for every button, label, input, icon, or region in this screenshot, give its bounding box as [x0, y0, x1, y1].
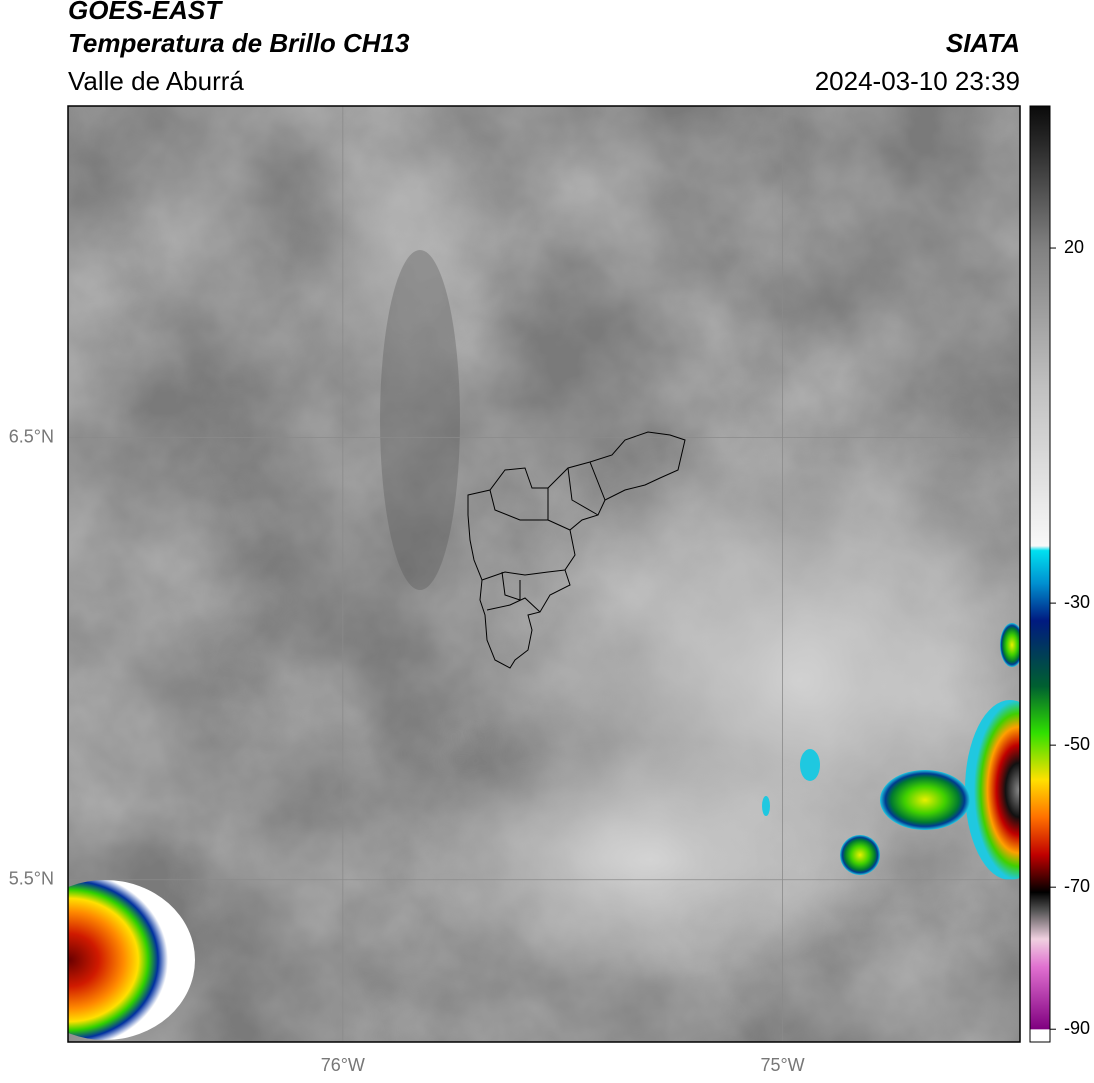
- colorbar: [1029, 105, 1051, 1043]
- dark-band: [380, 250, 460, 590]
- x-tick-label: 76°W: [321, 1055, 365, 1075]
- valley-outline: [467, 431, 686, 669]
- timestamp: 2024-03-10 23:39: [815, 66, 1020, 96]
- colorbar-tick-label: -70: [1064, 876, 1090, 896]
- cloud-region: [400, 740, 900, 980]
- storm-cell: [762, 796, 770, 816]
- storm-cell: [68, 880, 195, 1040]
- storm-cell: [800, 749, 820, 781]
- cloud-region: [290, 106, 510, 410]
- colorbar-ticks: 20 -30 -50 -70 -90: [1050, 237, 1090, 1038]
- source: SIATA: [946, 28, 1020, 58]
- subtitle: Temperatura de Brillo CH13: [68, 28, 410, 58]
- municipality-lines: [481, 461, 606, 613]
- map-frame: [67, 105, 1021, 1043]
- colorbar-tick-label: -30: [1064, 592, 1090, 612]
- colorbar-tick-label: 20: [1064, 237, 1084, 257]
- storm-cell: [840, 835, 880, 875]
- colorbar-tick-label: -50: [1064, 734, 1090, 754]
- storm-cell: [880, 770, 970, 830]
- storm-cell: [1000, 623, 1020, 667]
- region: Valle de Aburrá: [68, 66, 244, 96]
- x-tick-label: 75°W: [760, 1055, 804, 1075]
- storm-cell: [965, 700, 1020, 880]
- title: GOES-EAST: [68, 0, 223, 25]
- y-tick-label: 5.5°N: [9, 868, 54, 888]
- valley-boundaries: [467, 431, 686, 669]
- colorbar-tick-label: -90: [1064, 1018, 1090, 1038]
- y-tick-label: 6.5°N: [9, 426, 54, 446]
- grid: [68, 106, 1020, 1042]
- satellite-image: [68, 106, 1020, 1042]
